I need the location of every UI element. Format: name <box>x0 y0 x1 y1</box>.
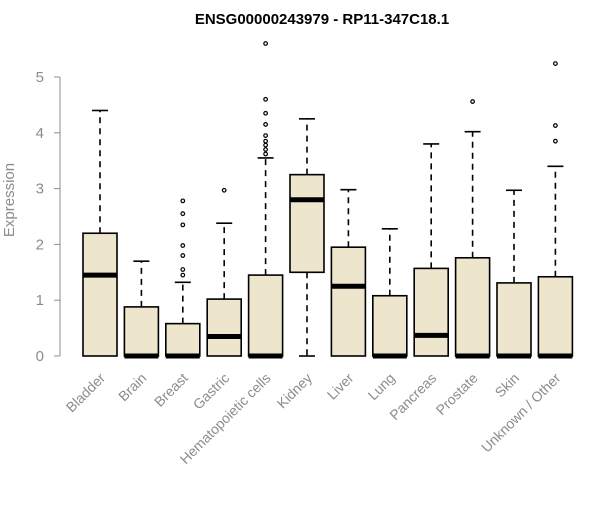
y-axis: 0 1 2 3 4 5 <box>36 69 61 365</box>
x-tick-label: Liver <box>324 370 357 403</box>
x-tick-label: Brain <box>115 370 149 404</box>
y-tick-label: 1 <box>36 292 44 309</box>
outlier-point <box>180 211 186 217</box>
y-tick-label: 4 <box>36 125 44 142</box>
box-iqr <box>289 173 325 274</box>
box-iqr <box>330 246 367 357</box>
box-0 <box>82 109 118 357</box>
box-iqr <box>537 275 574 357</box>
x-tick-label: Bladder <box>63 370 109 416</box>
outlier-point <box>180 253 186 258</box>
outlier-point <box>180 272 186 278</box>
x-tick-label: Kidney <box>274 370 316 412</box>
outlier-point <box>263 96 269 102</box>
x-tick-label: Lung <box>365 370 398 403</box>
y-tick-label: 2 <box>36 236 44 253</box>
box-5 <box>289 118 325 357</box>
y-tick-label: 5 <box>36 69 44 86</box>
box-iqr <box>123 306 160 357</box>
outlier-point <box>263 151 269 157</box>
box-iqr <box>206 298 242 357</box>
outlier-point <box>180 243 186 248</box>
outlier-point <box>221 187 227 193</box>
box-2 <box>165 198 201 359</box>
box-iqr <box>247 274 284 357</box>
outlier-point <box>180 222 186 228</box>
chart-title: ENSG00000243979 - RP11-347C18.1 <box>195 11 449 28</box>
box-11 <box>537 61 574 359</box>
y-axis-label: Expression <box>1 163 18 237</box>
box-iqr <box>82 232 118 357</box>
x-tick-label: Unknown / Other <box>478 370 564 456</box>
box-9 <box>454 99 491 359</box>
outlier-point <box>263 122 269 127</box>
box-iqr <box>454 256 491 357</box>
outlier-point <box>553 61 558 67</box>
y-tick-label: 0 <box>36 348 44 365</box>
outlier-point <box>180 267 186 272</box>
x-tick-label: Prostate <box>433 370 481 418</box>
box-1 <box>123 260 160 359</box>
box-iqr <box>413 267 450 357</box>
outlier-point <box>470 99 476 104</box>
x-tick-label: Breast <box>151 370 191 410</box>
box-7 <box>371 227 408 359</box>
box-10 <box>496 189 532 359</box>
box-iqr <box>496 282 532 357</box>
box-3 <box>206 187 242 357</box>
box-6 <box>330 188 367 357</box>
outlier-point <box>263 142 269 148</box>
outlier-point <box>263 147 269 152</box>
outlier-point <box>263 133 269 138</box>
outlier-point <box>263 41 269 46</box>
y-tick-label: 3 <box>36 181 44 198</box>
x-tick-label: Skin <box>492 370 523 401</box>
box-4 <box>247 41 284 359</box>
outlier-point <box>553 138 558 144</box>
outlier-point <box>263 138 269 144</box>
box-iqr <box>165 322 201 357</box>
box-iqr <box>371 294 408 357</box>
outlier-point <box>263 110 269 116</box>
box-8 <box>413 143 450 357</box>
plot-area <box>82 41 574 359</box>
outlier-point <box>553 123 558 128</box>
outlier-point <box>180 198 186 204</box>
